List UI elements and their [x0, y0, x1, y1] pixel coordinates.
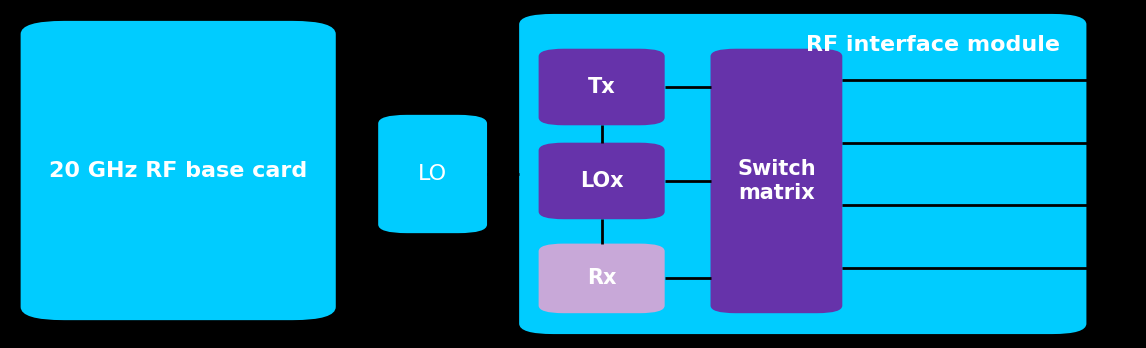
- FancyBboxPatch shape: [539, 143, 665, 219]
- Text: LOx: LOx: [580, 171, 623, 191]
- Text: RF interface module: RF interface module: [806, 35, 1060, 55]
- Text: 20 GHz RF base card: 20 GHz RF base card: [49, 160, 307, 181]
- FancyBboxPatch shape: [539, 49, 665, 125]
- Text: Tx: Tx: [588, 77, 615, 97]
- Text: LO: LO: [418, 164, 447, 184]
- FancyBboxPatch shape: [539, 244, 665, 313]
- FancyBboxPatch shape: [711, 49, 842, 313]
- Text: Rx: Rx: [587, 268, 617, 288]
- FancyBboxPatch shape: [378, 115, 487, 233]
- FancyBboxPatch shape: [21, 21, 336, 320]
- FancyBboxPatch shape: [519, 14, 1086, 334]
- Text: Switch
matrix: Switch matrix: [737, 159, 816, 203]
